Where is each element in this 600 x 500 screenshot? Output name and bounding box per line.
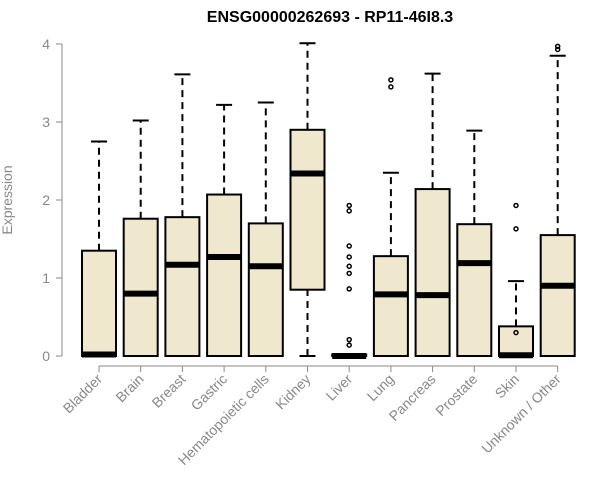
box-kidney bbox=[289, 42, 326, 357]
box-body bbox=[122, 217, 159, 357]
box-gastric bbox=[206, 103, 243, 357]
box-breast bbox=[164, 73, 201, 357]
outlier-point bbox=[554, 43, 561, 50]
category-label: Lung bbox=[364, 371, 397, 404]
boxes-group bbox=[81, 42, 576, 359]
outlier-point bbox=[346, 336, 352, 343]
outlier-point bbox=[513, 226, 519, 232]
category-label: Prostate bbox=[432, 371, 480, 419]
y-tick-label: 3 bbox=[42, 114, 50, 130]
category-label: Skin bbox=[492, 371, 523, 402]
chart-title: ENSG00000262693 - RP11-46I8.3 bbox=[207, 9, 454, 26]
outlier-point bbox=[346, 243, 352, 249]
box-body bbox=[539, 234, 576, 358]
outlier-point bbox=[346, 342, 352, 348]
box-unknown-other bbox=[539, 43, 576, 358]
box-body bbox=[164, 216, 201, 357]
y-tick-label: 0 bbox=[42, 348, 50, 364]
axes-group: 0 1 2 3 4 bbox=[42, 36, 559, 372]
box-liver bbox=[331, 202, 368, 359]
y-tick-label: 4 bbox=[42, 36, 50, 52]
y-tick-label: 2 bbox=[42, 192, 50, 208]
category-label: Brain bbox=[112, 371, 146, 405]
outlier-point bbox=[388, 84, 394, 90]
box-body bbox=[206, 193, 243, 357]
box-pancreas bbox=[414, 72, 451, 357]
box-body bbox=[498, 325, 534, 357]
outlier-point bbox=[388, 77, 394, 83]
box-body bbox=[372, 255, 409, 357]
box-hematopoietic-cells bbox=[247, 101, 284, 357]
outlier-point bbox=[554, 46, 561, 53]
box-body bbox=[456, 223, 493, 357]
y-axis-label: Expression bbox=[0, 165, 15, 234]
box-body bbox=[247, 222, 284, 357]
category-label: Liver bbox=[323, 371, 356, 404]
box-lung bbox=[372, 77, 409, 357]
category-label: Bladder bbox=[60, 371, 106, 417]
outlier-point bbox=[346, 254, 352, 260]
outlier-point bbox=[513, 329, 519, 336]
box-body bbox=[289, 128, 326, 291]
box-body bbox=[414, 188, 451, 357]
category-label: Unknown / Other bbox=[478, 371, 564, 457]
outlier-point bbox=[346, 286, 352, 292]
category-label: Breast bbox=[149, 371, 189, 411]
box-brain bbox=[122, 119, 159, 357]
box-skin bbox=[498, 202, 534, 359]
outlier-point bbox=[346, 202, 352, 209]
outlier-point bbox=[346, 270, 352, 277]
outlier-point bbox=[513, 202, 519, 209]
box-prostate bbox=[456, 129, 493, 357]
category-label: Kidney bbox=[272, 371, 314, 413]
box-bladder bbox=[81, 140, 117, 358]
outlier-point bbox=[346, 263, 352, 270]
box-body bbox=[81, 249, 117, 357]
y-tick-label: 1 bbox=[42, 270, 50, 286]
outlier-point bbox=[346, 208, 352, 214]
